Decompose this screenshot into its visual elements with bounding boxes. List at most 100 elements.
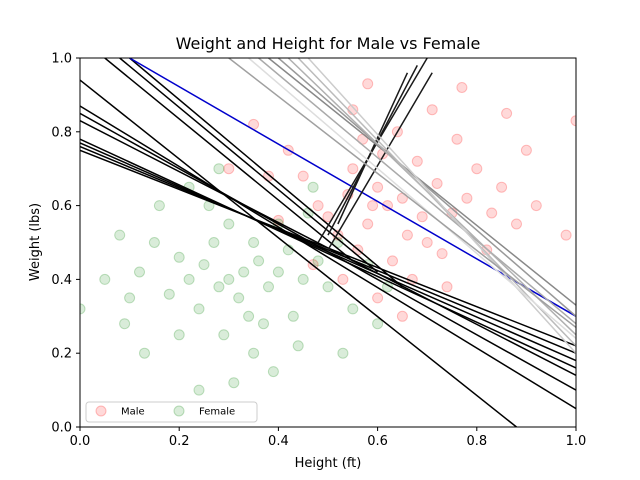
scatter-point <box>362 218 374 230</box>
scatter-point <box>396 310 408 322</box>
scatter-point <box>436 248 448 260</box>
legend-box <box>85 401 258 423</box>
decision-line <box>129 58 403 288</box>
scatter-point <box>337 273 349 285</box>
decision-line <box>327 72 433 251</box>
legend-label: Female <box>199 407 235 418</box>
scatter-point <box>248 237 260 248</box>
scatter-point <box>456 82 468 93</box>
scatter-point <box>486 207 498 219</box>
scatter-point <box>223 163 235 175</box>
y-tick-label: 0.2 <box>51 347 72 362</box>
scatter-point <box>228 377 240 389</box>
scatter-point <box>421 237 433 248</box>
scatter-point <box>307 181 319 193</box>
scatter-point <box>570 115 576 127</box>
y-tick-label: 0.0 <box>51 421 72 436</box>
scatter-point <box>426 104 438 116</box>
decision-line <box>327 65 418 236</box>
scatter-point <box>387 255 398 267</box>
scatter-point <box>312 200 324 212</box>
legend-marker <box>95 405 107 417</box>
plot-area <box>80 58 576 427</box>
scatter-point <box>347 163 359 175</box>
scatter-point <box>431 178 443 189</box>
plot-content <box>80 58 576 427</box>
scatter-point <box>560 229 572 241</box>
decision-line <box>268 58 576 306</box>
scatter-point <box>287 310 299 322</box>
scatter-point <box>441 281 453 293</box>
decision-line <box>119 58 379 273</box>
scatter-point <box>401 229 413 241</box>
decision-line <box>228 58 576 328</box>
x-tick-label: 0.0 <box>70 434 91 449</box>
x-tick-label: 0.8 <box>466 434 487 449</box>
scatter-point <box>163 288 175 300</box>
scatter-point <box>80 303 86 315</box>
decision-line <box>258 58 576 325</box>
scatter-point <box>218 329 230 341</box>
scatter-point <box>243 310 255 322</box>
scatter-point <box>416 211 428 223</box>
scatter-point <box>347 303 359 315</box>
scatter-point <box>119 318 131 330</box>
scatter-point <box>520 144 532 156</box>
scatter-point <box>263 170 274 182</box>
scatter-point <box>114 229 126 241</box>
scatter-point <box>501 107 513 119</box>
decision-line <box>80 142 576 362</box>
scatter-point <box>511 218 522 230</box>
decision-line <box>80 105 576 410</box>
scatter-point <box>312 255 324 267</box>
scatter-point <box>451 133 463 145</box>
y-tick-label: 0.4 <box>51 273 72 288</box>
scatter-point <box>134 266 145 278</box>
scatter-point <box>213 281 225 293</box>
decision-line <box>248 58 576 339</box>
scatter-point <box>372 318 384 330</box>
legend: Male Female <box>85 401 258 423</box>
scatter-point <box>233 292 245 304</box>
legend-label: Male <box>121 407 145 418</box>
legend-marker <box>173 405 185 417</box>
scatter-point <box>99 273 111 285</box>
scatter-point <box>297 273 309 285</box>
scatter-point <box>461 192 473 204</box>
decision-lines <box>80 58 576 427</box>
decision-line <box>80 145 576 354</box>
decision-line <box>80 138 576 369</box>
scatter-point <box>253 255 265 267</box>
decision-line <box>337 72 409 225</box>
scatter-point <box>292 340 304 352</box>
scatter-point <box>258 318 269 330</box>
scatter-point <box>193 303 205 315</box>
scatter-point <box>208 237 220 248</box>
scatter-point <box>173 251 185 263</box>
scatter-point <box>139 347 150 359</box>
scatter-point <box>263 281 274 293</box>
x-tick-label: 1.0 <box>566 434 587 449</box>
decision-line <box>307 58 576 354</box>
scatter-point <box>238 266 250 278</box>
scatter-point <box>124 292 136 304</box>
scatter-point <box>193 384 205 396</box>
scatter-point <box>530 200 542 212</box>
scatter-point <box>337 347 349 359</box>
scatter-point <box>272 266 284 278</box>
plot-frame <box>79 57 577 428</box>
x-axis-label: Height (ft) <box>295 456 362 471</box>
scatter-point <box>297 170 309 182</box>
decision-line <box>277 58 576 317</box>
decision-line <box>80 149 576 347</box>
scatter-point <box>248 347 260 359</box>
scatter-point <box>173 329 185 341</box>
axes: 0.0 0.2 0.4 0.6 0.8 1.0 0.0 0.2 0.4 0.6 0.8 1.0 <box>51 52 586 450</box>
x-tick-label: 0.2 <box>169 434 190 449</box>
scatter-point <box>471 163 483 175</box>
x-tick-label: 0.6 <box>367 434 388 449</box>
y-axis-label: Weight (lbs) <box>28 203 43 281</box>
y-tick-label: 0.8 <box>51 125 72 140</box>
